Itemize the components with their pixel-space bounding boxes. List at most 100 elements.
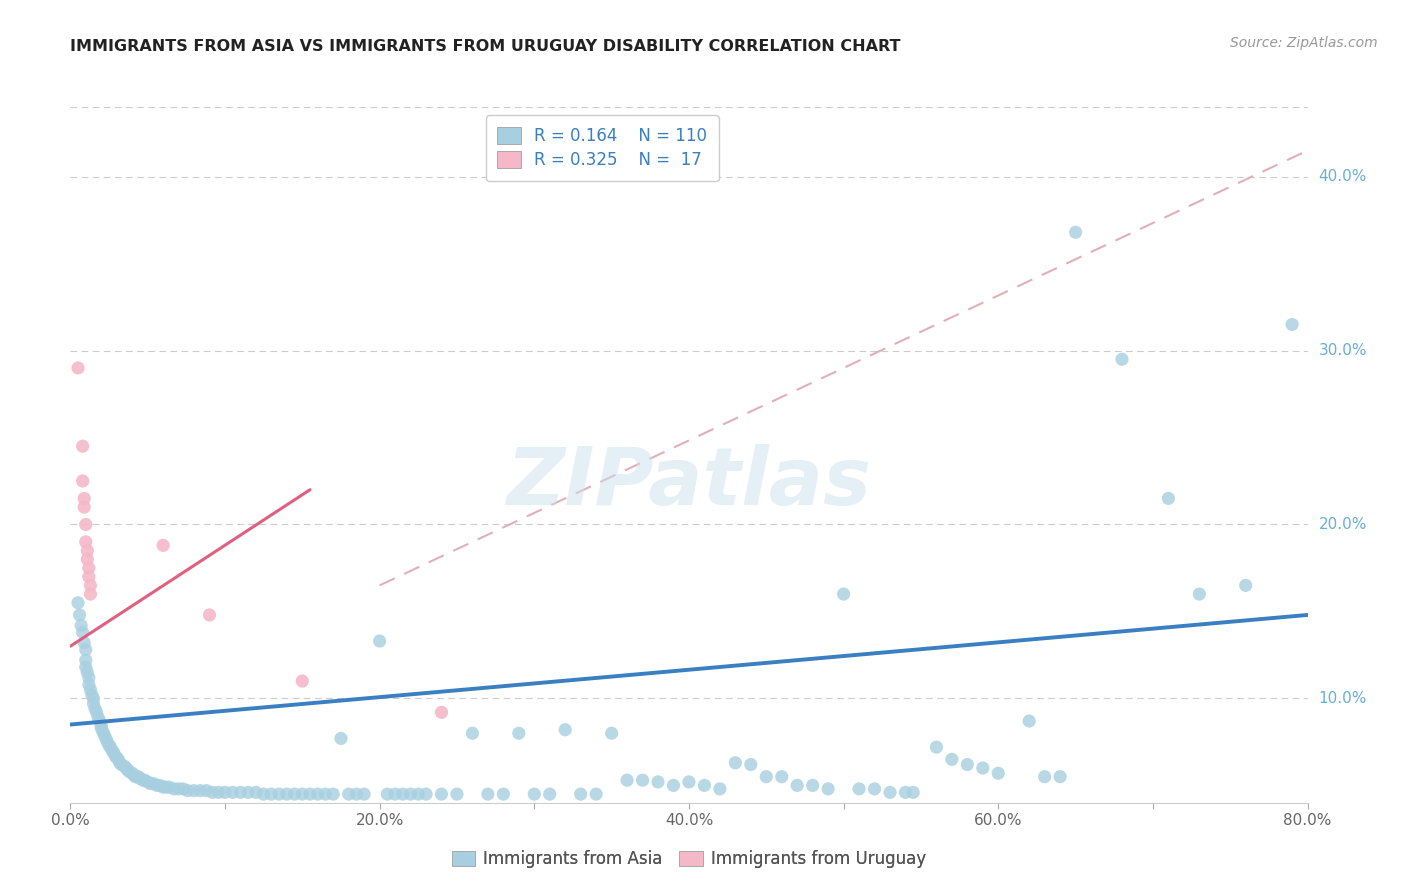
Point xyxy=(368,634,391,648)
Point xyxy=(86,706,108,720)
Point xyxy=(89,714,111,728)
Point xyxy=(121,766,143,780)
Point xyxy=(315,787,337,801)
Point xyxy=(415,787,437,801)
Text: 40.0%: 40.0% xyxy=(1319,169,1367,184)
Point xyxy=(284,787,307,801)
Point xyxy=(647,775,669,789)
Point xyxy=(76,665,98,680)
Point xyxy=(72,439,94,453)
Point xyxy=(79,578,101,592)
Point xyxy=(72,625,94,640)
Point xyxy=(678,775,700,789)
Point xyxy=(79,587,101,601)
Point xyxy=(75,660,97,674)
Point xyxy=(337,787,360,801)
Point xyxy=(114,759,135,773)
Point xyxy=(80,688,103,702)
Point xyxy=(879,785,901,799)
Point xyxy=(384,787,406,801)
Point xyxy=(724,756,747,770)
Point xyxy=(925,740,948,755)
Point xyxy=(201,785,224,799)
Point xyxy=(87,710,110,724)
Point xyxy=(260,787,283,801)
Point xyxy=(82,691,105,706)
Point xyxy=(322,787,344,801)
Point xyxy=(430,787,453,801)
Point xyxy=(307,787,329,801)
Point xyxy=(146,778,169,792)
Point xyxy=(956,757,979,772)
Legend: Immigrants from Asia, Immigrants from Uruguay: Immigrants from Asia, Immigrants from Ur… xyxy=(446,843,932,874)
Point xyxy=(245,785,267,799)
Point xyxy=(1064,225,1087,239)
Point xyxy=(149,778,172,792)
Point xyxy=(167,781,190,796)
Point xyxy=(98,739,120,753)
Point xyxy=(408,787,430,801)
Point xyxy=(894,785,917,799)
Point xyxy=(554,723,576,737)
Point xyxy=(222,785,245,799)
Point xyxy=(446,787,468,801)
Point xyxy=(430,706,453,720)
Point xyxy=(214,785,236,799)
Text: 20.0%: 20.0% xyxy=(1319,517,1367,532)
Text: Source: ZipAtlas.com: Source: ZipAtlas.com xyxy=(1230,36,1378,50)
Point xyxy=(75,517,97,532)
Point xyxy=(100,740,122,755)
Text: ZIPatlas: ZIPatlas xyxy=(506,443,872,522)
Point xyxy=(93,728,115,742)
Point xyxy=(1018,714,1040,728)
Point xyxy=(172,781,194,796)
Point xyxy=(1234,578,1257,592)
Text: IMMIGRANTS FROM ASIA VS IMMIGRANTS FROM URUGUAY DISABILITY CORRELATION CHART: IMMIGRANTS FROM ASIA VS IMMIGRANTS FROM … xyxy=(70,38,901,54)
Point xyxy=(152,538,174,552)
Point xyxy=(972,761,994,775)
Point xyxy=(67,361,90,376)
Point xyxy=(134,773,156,788)
Point xyxy=(1111,352,1133,367)
Point xyxy=(163,781,186,796)
Point xyxy=(132,773,155,788)
Point xyxy=(107,752,129,766)
Point xyxy=(79,682,101,697)
Point xyxy=(662,778,685,792)
Point xyxy=(346,787,368,801)
Point xyxy=(600,726,623,740)
Point xyxy=(1188,587,1211,601)
Point xyxy=(103,745,125,759)
Point xyxy=(832,587,855,601)
Point xyxy=(136,775,159,789)
Point xyxy=(208,785,231,799)
Point xyxy=(276,787,298,801)
Point xyxy=(155,780,177,794)
Point xyxy=(127,770,149,784)
Point xyxy=(122,768,145,782)
Point xyxy=(101,744,124,758)
Point xyxy=(195,783,218,797)
Point xyxy=(73,500,96,514)
Point xyxy=(139,777,162,791)
Point xyxy=(801,778,824,792)
Point xyxy=(330,731,353,746)
Point xyxy=(73,636,96,650)
Point xyxy=(291,674,314,689)
Point xyxy=(253,787,276,801)
Point xyxy=(105,750,128,764)
Point xyxy=(523,787,546,801)
Point xyxy=(238,785,260,799)
Point xyxy=(538,787,561,801)
Point xyxy=(67,596,90,610)
Point xyxy=(77,570,100,584)
Point xyxy=(73,491,96,506)
Point xyxy=(903,785,925,799)
Point xyxy=(77,677,100,691)
Point xyxy=(69,607,91,622)
Y-axis label: Disability: Disability xyxy=(0,417,8,493)
Point xyxy=(177,783,200,797)
Point xyxy=(299,787,322,801)
Point xyxy=(786,778,808,792)
Point xyxy=(616,773,638,788)
